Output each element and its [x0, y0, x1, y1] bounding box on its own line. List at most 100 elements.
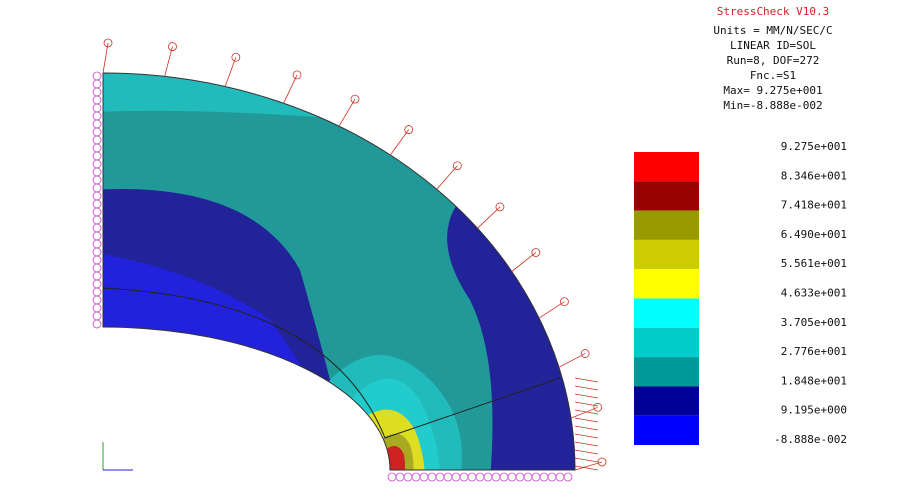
contour-plot [103, 73, 575, 470]
legend-label: 9.195e+000 [781, 404, 847, 417]
support-symbol [563, 472, 573, 482]
legend-swatch [634, 415, 699, 445]
support-symbol [499, 472, 509, 482]
load-arrow [574, 417, 599, 423]
load-arrow [574, 441, 599, 447]
support-symbol [92, 95, 102, 105]
support-symbol [539, 472, 549, 482]
support-symbol [92, 127, 102, 137]
mesh-line [102, 287, 561, 439]
load-head [292, 70, 302, 80]
load-arrow [574, 449, 599, 455]
info-line: Max= 9.275e+001 [723, 84, 822, 97]
support-symbol [515, 472, 525, 482]
support-symbol [475, 472, 485, 482]
legend-label: 4.633e+001 [781, 287, 847, 300]
load-arrow [570, 406, 598, 419]
legend-label: 8.346e+001 [781, 169, 847, 182]
load-arrow [574, 457, 599, 463]
support-symbol [531, 472, 541, 482]
load-arrow [283, 74, 298, 104]
load-arrow [558, 353, 586, 368]
support-symbol [92, 311, 102, 321]
legend-label: 6.490e+001 [781, 228, 847, 241]
load-head [168, 42, 177, 51]
support-symbol [451, 472, 461, 482]
support-symbol [435, 472, 445, 482]
load-arrow [164, 46, 173, 77]
support-symbol [92, 79, 102, 89]
support-symbol [92, 159, 102, 169]
load-arrow [390, 129, 410, 156]
support-symbol [427, 472, 437, 482]
support-symbol [92, 207, 102, 217]
part-outline [102, 72, 576, 471]
boundary-conditions [92, 38, 607, 482]
support-symbol [92, 199, 102, 209]
load-arrow [436, 165, 458, 190]
support-symbol [459, 472, 469, 482]
support-symbol [92, 295, 102, 305]
load-head [495, 202, 505, 212]
load-head [531, 248, 541, 257]
support-symbol [92, 231, 102, 241]
legend-swatch [634, 239, 699, 270]
support-symbol [395, 472, 405, 482]
legend-swatch [634, 269, 699, 299]
app-title: StressCheck V10.3 [717, 5, 830, 18]
support-symbol [92, 135, 102, 145]
support-symbol [92, 279, 102, 289]
support-symbol [507, 472, 517, 482]
info-line: Fnc.=S1 [750, 69, 796, 82]
support-symbol [92, 287, 102, 297]
support-symbol [419, 472, 429, 482]
support-symbol [92, 223, 102, 233]
load-head [580, 349, 590, 358]
support-symbol [92, 175, 102, 185]
load-arrow [574, 425, 599, 431]
load-arrow [102, 42, 109, 74]
legend-swatch [634, 386, 699, 416]
support-symbol [547, 472, 557, 482]
support-symbol [92, 119, 102, 129]
support-symbol [92, 319, 102, 329]
load-head [593, 402, 603, 412]
legend-swatch [634, 152, 699, 182]
support-symbol [92, 151, 102, 161]
support-symbol [92, 167, 102, 177]
support-symbol [92, 255, 102, 265]
legend-swatch [634, 327, 699, 358]
support-symbol [483, 472, 493, 482]
load-arrow [574, 401, 599, 407]
legend-label: 2.776e+001 [781, 345, 847, 358]
support-symbol [411, 472, 421, 482]
support-symbol [92, 191, 102, 201]
load-arrow [477, 206, 501, 229]
support-symbol [92, 263, 102, 273]
legend-swatch [634, 181, 699, 211]
info-line: Units = MM/N/SEC/C [713, 24, 832, 37]
info-line: LINEAR ID=SOL [730, 39, 816, 52]
load-head [559, 297, 569, 307]
load-head [350, 94, 360, 104]
load-arrow [338, 98, 356, 127]
legend-label: 5.561e+001 [781, 257, 847, 270]
load-head [404, 125, 414, 134]
support-symbol [92, 303, 102, 313]
support-symbol [491, 472, 501, 482]
load-arrow [574, 409, 599, 415]
support-symbol [92, 271, 102, 281]
legend-label: 9.275e+001 [781, 140, 847, 153]
legend-swatch [634, 298, 699, 328]
support-symbol [92, 215, 102, 225]
run-info: Units = MM/N/SEC/C LINEAR ID=SOL Run=8, DO… [713, 24, 832, 112]
support-symbol [92, 183, 102, 193]
legend: 9.275e+001 8.346e+001 7.418e+001 6.490e+001… [634, 140, 847, 446]
legend-label: 1.848e+001 [781, 374, 847, 387]
support-symbol [387, 472, 397, 482]
info-line: Run=8, DOF=272 [727, 54, 820, 67]
legend-label: 7.418e+001 [781, 199, 847, 212]
load-arrow [574, 385, 599, 391]
load-arrow [574, 465, 599, 471]
